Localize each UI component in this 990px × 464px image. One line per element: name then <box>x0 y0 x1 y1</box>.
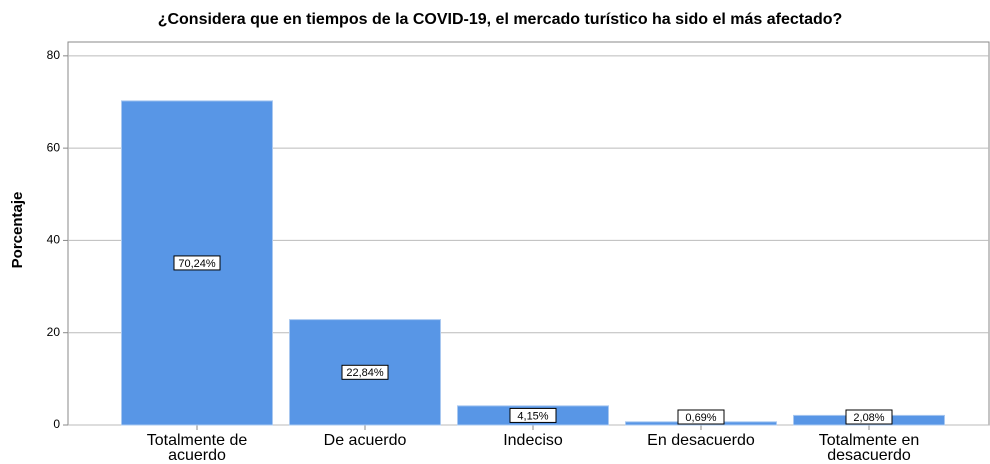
value-label: 4,15% <box>517 410 548 422</box>
y-tick-label: 20 <box>47 325 61 339</box>
x-tick-label: Totalmente en desacuerdo <box>818 432 920 464</box>
y-axis-label: Porcentaje <box>9 192 26 269</box>
value-label-box <box>845 409 893 425</box>
value-label-box <box>173 255 221 271</box>
value-label: 70,24% <box>178 258 216 270</box>
y-tick-label: 60 <box>47 140 61 154</box>
y-tick-label: 40 <box>47 233 61 247</box>
value-label: 0,69% <box>685 412 716 424</box>
x-tick-label: Indeciso <box>503 432 563 449</box>
value-label: 22,84% <box>346 367 384 379</box>
x-tick-label: Totalmente de acuerdo <box>146 432 248 464</box>
y-tick-label: 0 <box>53 417 60 431</box>
x-tick-label: De acuerdo <box>323 432 407 449</box>
y-tick-label: 80 <box>47 48 61 62</box>
bar <box>289 319 441 426</box>
value-label-box <box>677 409 725 425</box>
value-label-box <box>509 407 557 423</box>
x-tick-label: En desacuerdo <box>647 432 755 449</box>
chart-title: ¿Considera que en tiempos de la COVID-19… <box>158 11 843 28</box>
value-label: 2,08% <box>853 412 884 424</box>
value-label-box <box>341 364 389 380</box>
